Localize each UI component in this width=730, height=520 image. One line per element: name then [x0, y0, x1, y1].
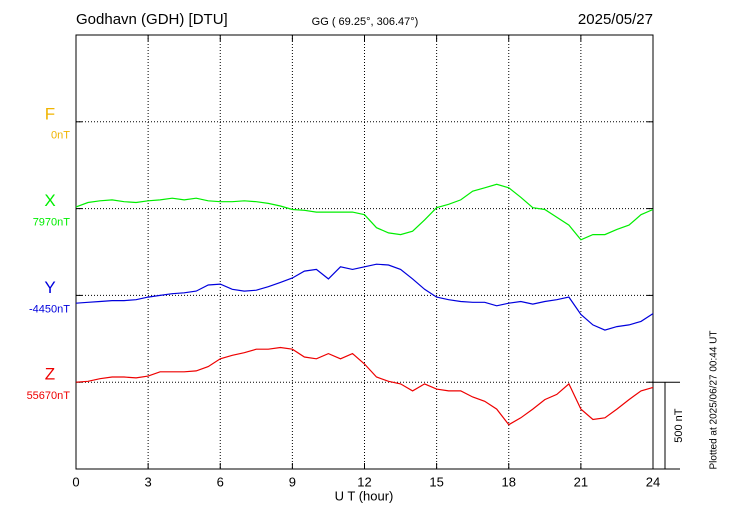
- x-tick-label: 24: [646, 474, 660, 489]
- x-tick-label: 15: [429, 474, 443, 489]
- x-tick-label: 3: [145, 474, 152, 489]
- series-name: X: [44, 191, 55, 210]
- x-tick-label: 6: [217, 474, 224, 489]
- baseline-label: 7970nT: [33, 217, 71, 229]
- x-tick-label: 0: [72, 474, 79, 489]
- footnote: Plotted at 2025/06/27 00:44 UT: [709, 331, 720, 470]
- series-name: Z: [45, 365, 55, 384]
- baseline-label: 0nT: [51, 130, 70, 142]
- chart-subtitle: GG ( 69.25°, 306.47°): [312, 16, 419, 28]
- x-tick-label: 18: [502, 474, 516, 489]
- scale-bar-label: 500 nT: [673, 408, 685, 443]
- x-tick-label: 21: [574, 474, 588, 489]
- baseline-label: -4450nT: [29, 303, 70, 315]
- series-line: [75, 346, 654, 426]
- x-tick-label: 12: [357, 474, 371, 489]
- chart-date: 2025/05/27: [578, 11, 653, 28]
- baseline-label: 55670nT: [27, 390, 71, 402]
- x-axis-label: U T (hour): [335, 488, 394, 503]
- series-line: [75, 263, 654, 331]
- series-line: [75, 183, 654, 241]
- series-name: Y: [44, 278, 55, 297]
- x-tick-label: 9: [289, 474, 296, 489]
- series-name: F: [45, 104, 55, 123]
- chart-title: Godhavn (GDH) [DTU]: [76, 11, 228, 28]
